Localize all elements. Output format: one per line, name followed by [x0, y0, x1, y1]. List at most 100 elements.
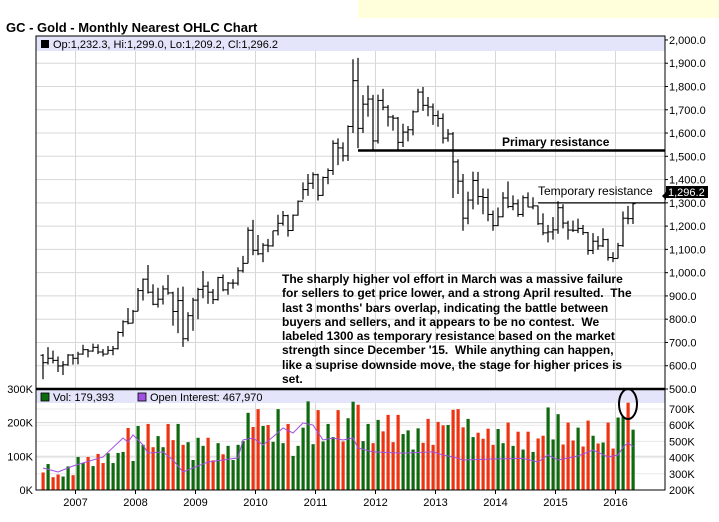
oi-tick-label: 500K	[669, 436, 695, 448]
volume-bar	[291, 455, 295, 490]
year-tick-label: 2010	[243, 497, 267, 509]
ohlc-bar	[510, 195, 516, 211]
volume-bar	[466, 418, 470, 490]
last-price-box	[666, 186, 708, 198]
ohlc-bar	[320, 176, 326, 196]
volume-bar	[56, 474, 60, 490]
volume-tick-label: 0K	[20, 485, 34, 497]
volume-bar	[141, 444, 145, 490]
volume-bar	[586, 420, 590, 490]
ohlc-bar	[175, 287, 181, 334]
ohlc-bar	[275, 214, 281, 236]
ohlc-bar	[540, 213, 546, 236]
price-tick-label: 1,300.0	[669, 198, 706, 210]
ohlc-bar	[335, 138, 341, 166]
volume-bar	[256, 409, 260, 490]
volume-bar	[421, 442, 425, 490]
ohlc-bar	[535, 205, 541, 225]
volume-bar	[276, 409, 280, 490]
volume-bar	[371, 443, 375, 490]
volume-bar	[196, 437, 200, 490]
volume-bar	[201, 445, 205, 490]
year-tick-label: 2007	[63, 497, 87, 509]
ohlc-bar	[575, 218, 581, 234]
volume-bar	[131, 461, 135, 490]
volume-bar	[346, 418, 350, 490]
volume-bar	[496, 429, 500, 490]
volume-bar	[541, 435, 545, 490]
volume-tick-label: 300K	[7, 384, 33, 396]
volume-bar	[626, 402, 630, 490]
ohlc-bar	[265, 238, 271, 253]
last-price-pointer	[662, 192, 666, 200]
ohlc-bar	[385, 105, 391, 127]
volume-bar	[416, 428, 420, 490]
ohlc-bar	[85, 348, 91, 358]
ohlc-bar	[570, 220, 576, 232]
price-legend-bar	[36, 36, 665, 51]
volume-bar	[121, 451, 125, 490]
ohlc-bar	[105, 345, 111, 355]
ohlc-bar	[445, 129, 451, 142]
volume-bar	[451, 409, 455, 490]
volume-bar	[166, 423, 170, 490]
ohlc-bar	[395, 116, 401, 151]
price-tick-label: 1,600.0	[669, 128, 706, 140]
ohlc-bar	[230, 279, 236, 289]
ohlc-bar	[110, 345, 116, 356]
volume-bar	[261, 425, 265, 490]
volume-bar	[231, 460, 235, 490]
ohlc-bar	[600, 228, 606, 248]
volume-bar	[581, 446, 585, 490]
ohlc-bar	[180, 286, 186, 347]
ohlc-bar	[360, 95, 366, 134]
last-price-label: 1,296.2	[668, 187, 705, 199]
ohlc-bar	[450, 132, 456, 198]
ohlc-bar	[560, 204, 566, 229]
primary-resistance-label: Primary resistance	[502, 135, 610, 149]
note-line: labeled 1300 as temporary resistance bas…	[282, 329, 615, 344]
ohlc-bar	[155, 287, 161, 308]
volume-bar	[381, 431, 385, 490]
ohlc-bar	[440, 113, 446, 144]
volume-bar	[456, 409, 460, 490]
volume-bar	[591, 435, 595, 490]
ohlc-bar	[285, 214, 291, 237]
ohlc-bar	[295, 200, 301, 216]
ohlc-bar	[315, 173, 321, 201]
ohlc-bar	[225, 281, 231, 295]
ohlc-bar	[40, 354, 46, 380]
price-tick-label: 2,000.0	[669, 35, 706, 47]
volume-bar	[246, 412, 250, 490]
volume-bar	[571, 440, 575, 490]
volume-bar	[631, 429, 635, 490]
volume-bar	[331, 437, 335, 490]
volume-bar	[436, 421, 440, 490]
ohlc-bar	[90, 343, 96, 352]
ohlc-bar	[65, 354, 71, 366]
ohlc-bar	[490, 210, 496, 231]
ohlc-bar	[325, 168, 331, 185]
ohlc-bar	[120, 320, 126, 337]
volume-bar	[546, 407, 550, 490]
ohlc-bar	[50, 350, 56, 364]
ohlc-bar	[610, 252, 616, 263]
highlight-box	[358, 0, 719, 18]
volume-bar	[406, 430, 410, 490]
volume-bar	[146, 423, 150, 490]
volume-bar	[301, 427, 305, 490]
ohlc-bar	[150, 284, 156, 306]
ohlc-bar	[405, 126, 411, 142]
volume-bar	[96, 453, 100, 490]
ohlc-bar	[135, 288, 141, 312]
volume-bar	[221, 454, 225, 490]
volume-bar	[561, 444, 565, 490]
price-tick-label: 800.0	[669, 314, 697, 326]
price-bars	[40, 57, 636, 380]
annotation-note: The sharply higher vol effort in March w…	[282, 272, 662, 386]
ohlc-bar	[370, 94, 376, 151]
temporary-resistance-label: Temporary resistance	[538, 184, 653, 198]
volume-bar	[511, 445, 515, 490]
ohlc-bar	[460, 173, 466, 231]
